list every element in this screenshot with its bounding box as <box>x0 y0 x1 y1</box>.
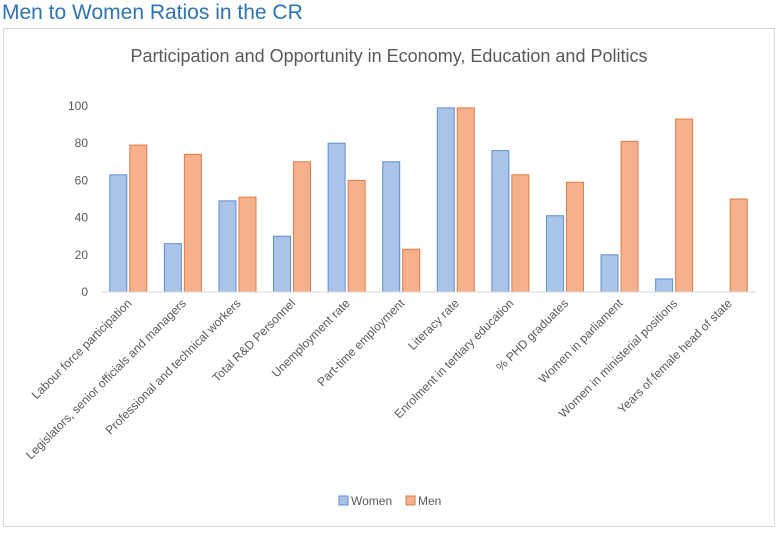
women-bar <box>436 107 455 293</box>
legend-item-women: Women <box>351 494 392 508</box>
men-bar <box>183 153 202 293</box>
women-bar <box>491 150 510 293</box>
men-bar <box>675 118 694 293</box>
men-bar <box>129 144 148 293</box>
x-tick-label: Labour force participation <box>29 296 135 402</box>
chart-title: Participation and Opportunity in Economy… <box>131 46 648 66</box>
women-bar <box>382 161 401 293</box>
men-bar <box>511 174 530 293</box>
x-tick-label: Years of female head of state <box>615 296 735 416</box>
y-tick-label: 80 <box>75 136 89 150</box>
y-tick-label: 40 <box>75 211 89 225</box>
women-bar <box>109 174 128 293</box>
men-bar <box>620 140 639 293</box>
x-tick-label: Literacy rate <box>405 296 462 353</box>
women-bar <box>545 215 564 293</box>
women-bar <box>327 142 346 293</box>
men-bar <box>238 196 257 293</box>
women-bar <box>163 243 182 293</box>
legend-swatch-men <box>405 495 416 506</box>
men-bar <box>293 161 312 293</box>
men-bar <box>565 181 584 293</box>
y-tick-label: 100 <box>68 99 88 113</box>
y-axis-ticks: 0 20 40 60 80 100 <box>68 99 88 299</box>
men-bar <box>402 248 421 293</box>
women-bar <box>655 278 674 293</box>
y-tick-label: 0 <box>81 285 88 299</box>
page-title: Men to Women Ratios in the CR <box>2 1 303 24</box>
y-tick-label: 60 <box>75 173 89 187</box>
men-bar <box>347 179 366 293</box>
bars <box>109 107 748 293</box>
women-bar <box>600 254 619 293</box>
y-tick-label: 20 <box>75 248 89 262</box>
legend-item-men: Men <box>418 494 441 508</box>
legend: Women Men <box>338 494 441 508</box>
men-bar <box>456 107 475 293</box>
women-bar <box>273 235 292 293</box>
women-bar <box>218 200 237 293</box>
legend-swatch-women <box>338 495 349 506</box>
men-bar <box>729 198 748 293</box>
